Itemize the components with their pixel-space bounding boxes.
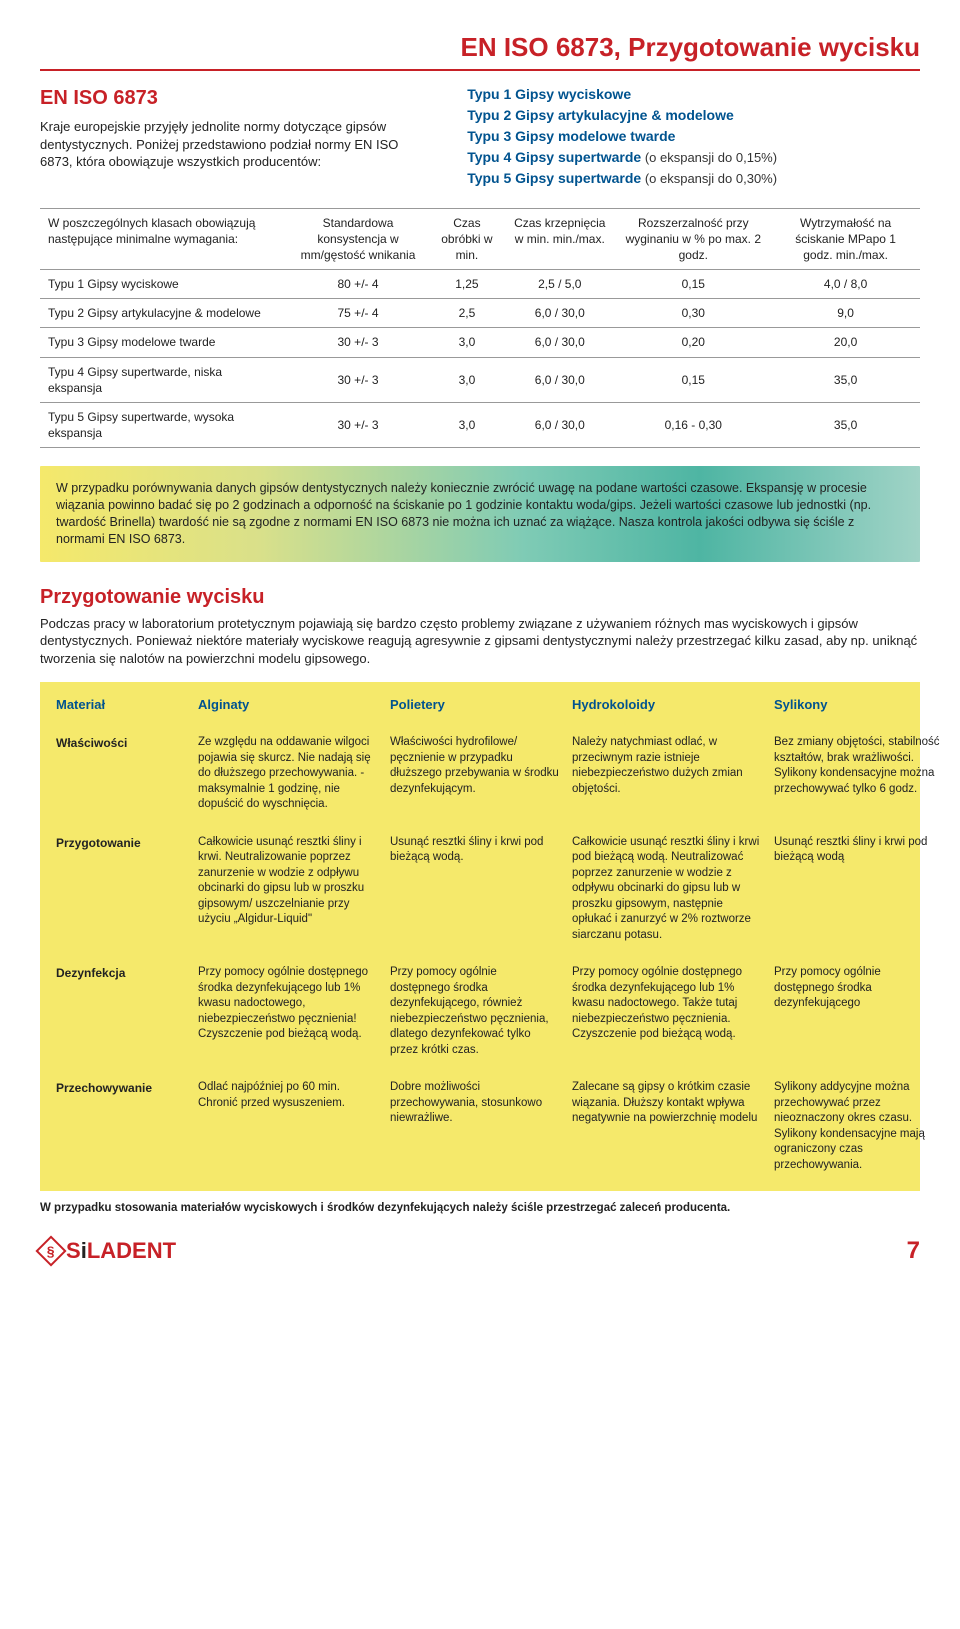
table-cell: Typu 4 Gipsy supertwarde, niska ekspansj… (40, 357, 286, 402)
footer-note: W przypadku stosowania materiałów wycisk… (40, 1201, 920, 1217)
intro-text: Kraje europejskie przyjęły jednolite nor… (40, 118, 427, 171)
table-cell: 35,0 (771, 403, 920, 448)
table-row: Typu 3 Gipsy modelowe twarde30 +/- 33,06… (40, 328, 920, 357)
intro-left: EN ISO 6873 Kraje europejskie przyjęły j… (40, 85, 427, 189)
mat-r0-c0: Ze względu na oddawanie wilgoci pojawia … (198, 735, 378, 813)
mat-r1-c2: Całkowicie usunąć resztki śliny i krwi p… (572, 835, 762, 944)
spec-h1: Standardowa konsystencja w mm/gęstość wn… (286, 208, 429, 270)
mat-row1-label: Przygotowanie (56, 835, 186, 944)
table-cell: 0,15 (615, 357, 771, 402)
table-row: Typu 4 Gipsy supertwarde, niska ekspansj… (40, 357, 920, 402)
table-cell: 3,0 (430, 328, 505, 357)
mat-h1: Alginaty (198, 696, 378, 714)
spec-h0: W poszczególnych klasach obowiązują nast… (40, 208, 286, 270)
table-cell: 2,5 (430, 299, 505, 328)
prep-text: Podczas pracy w laboratorium protetyczny… (40, 615, 920, 668)
top-title: EN ISO 6873, Przygotowanie wycisku (40, 30, 920, 71)
table-cell: 30 +/- 3 (286, 403, 429, 448)
table-cell: Typu 3 Gipsy modelowe twarde (40, 328, 286, 357)
mat-r3-c0: Odlać najpóźniej po 60 min. Chronić prze… (198, 1080, 378, 1173)
table-cell: 6,0 / 30,0 (504, 357, 615, 402)
materials-grid: Materiał Alginaty Polietery Hydrokoloidy… (40, 682, 920, 1192)
mat-r1-c3: Usunąć resztki śliny i krwi pod bieżącą … (774, 835, 944, 944)
type-1: Typu 1 Gipsy wyciskowe (467, 85, 920, 104)
spec-h3: Czas krzepnięcia w min. min./max. (504, 208, 615, 270)
table-cell: 35,0 (771, 357, 920, 402)
mat-r2-c0: Przy pomocy ogólnie dostępnego środka de… (198, 965, 378, 1058)
table-cell: 3,0 (430, 357, 505, 402)
gradient-note: W przypadku porównywania danych gipsów d… (40, 466, 920, 562)
mat-r3-c2: Zalecane są gipsy o krótkim czasie wiąza… (572, 1080, 762, 1173)
table-cell: 20,0 (771, 328, 920, 357)
table-cell: 9,0 (771, 299, 920, 328)
table-cell: 0,15 (615, 270, 771, 299)
intro-title: EN ISO 6873 (40, 85, 427, 112)
table-cell: 0,30 (615, 299, 771, 328)
table-cell: 75 +/- 4 (286, 299, 429, 328)
table-cell: 3,0 (430, 403, 505, 448)
table-cell: 4,0 / 8,0 (771, 270, 920, 299)
mat-row2-label: Dezynfekcja (56, 965, 186, 1058)
table-cell: 1,25 (430, 270, 505, 299)
mat-h0: Materiał (56, 696, 186, 714)
table-row: Typu 1 Gipsy wyciskowe80 +/- 41,252,5 / … (40, 270, 920, 299)
table-cell: 80 +/- 4 (286, 270, 429, 299)
table-cell: 2,5 / 5,0 (504, 270, 615, 299)
type-2: Typu 2 Gipsy artykulacyjne & modelowe (467, 106, 920, 125)
mat-h2: Polietery (390, 696, 560, 714)
logo-text: SiLADENT (66, 1236, 176, 1266)
table-cell: 30 +/- 3 (286, 357, 429, 402)
table-cell: 6,0 / 30,0 (504, 403, 615, 448)
table-row: Typu 2 Gipsy artykulacyjne & modelowe75 … (40, 299, 920, 328)
table-cell: Typu 5 Gipsy supertwarde, wysoka ekspans… (40, 403, 286, 448)
table-cell: 0,20 (615, 328, 771, 357)
mat-r2-c2: Przy pomocy ogólnie dostępnego środka de… (572, 965, 762, 1058)
spec-table: W poszczególnych klasach obowiązują nast… (40, 208, 920, 449)
spec-h2: Czas obróbki w min. (430, 208, 505, 270)
mat-r0-c1: Właściwości hydrofilowe/ pęcznienie w pr… (390, 735, 560, 813)
type-5: Typu 5 Gipsy supertwarde (o ekspansji do… (467, 169, 920, 188)
logo: § SiLADENT (40, 1236, 176, 1266)
spec-header-row: W poszczególnych klasach obowiązują nast… (40, 208, 920, 270)
mat-r2-c1: Przy pomocy ogólnie dostępnego środka de… (390, 965, 560, 1058)
types-list: Typu 1 Gipsy wyciskowe Typu 2 Gipsy arty… (467, 85, 920, 189)
mat-r0-c3: Bez zmiany objętości, stabilność kształt… (774, 735, 944, 813)
mat-r3-c3: Sylikony addycyjne można przechowywać pr… (774, 1080, 944, 1173)
table-cell: 30 +/- 3 (286, 328, 429, 357)
table-cell: Typu 1 Gipsy wyciskowe (40, 270, 286, 299)
mat-r1-c1: Usunąć resztki śliny i krwi pod bieżącą … (390, 835, 560, 944)
table-cell: 6,0 / 30,0 (504, 328, 615, 357)
spec-h4: Rozszerzalność przy wyginaniu w % po max… (615, 208, 771, 270)
mat-r3-c1: Dobre możliwości przechowywania, stosunk… (390, 1080, 560, 1173)
mat-r1-c0: Całkowicie usunąć resztki śliny i krwi. … (198, 835, 378, 944)
type-3: Typu 3 Gipsy modelowe twarde (467, 127, 920, 146)
mat-h4: Sylikony (774, 696, 944, 714)
table-row: Typu 5 Gipsy supertwarde, wysoka ekspans… (40, 403, 920, 448)
mat-row0-label: Właściwości (56, 735, 186, 813)
page-footer: § SiLADENT 7 (40, 1229, 920, 1267)
table-cell: 0,16 - 0,30 (615, 403, 771, 448)
intro-row: EN ISO 6873 Kraje europejskie przyjęły j… (40, 85, 920, 189)
table-cell: 6,0 / 30,0 (504, 299, 615, 328)
spec-h5: Wytrzymałość na ściskanie MPapo 1 godz. … (771, 208, 920, 270)
mat-r2-c3: Przy pomocy ogólnie dostępnego środka de… (774, 965, 944, 1058)
page-number: 7 (907, 1235, 920, 1267)
prep-title: Przygotowanie wycisku (40, 584, 920, 611)
mat-r0-c2: Należy natychmiast odlać, w przeciwnym r… (572, 735, 762, 813)
mat-h3: Hydrokoloidy (572, 696, 762, 714)
mat-row3-label: Przechowywanie (56, 1080, 186, 1173)
logo-icon: § (35, 1236, 66, 1267)
type-4: Typu 4 Gipsy supertwarde (o ekspansji do… (467, 148, 920, 167)
table-cell: Typu 2 Gipsy artykulacyjne & modelowe (40, 299, 286, 328)
